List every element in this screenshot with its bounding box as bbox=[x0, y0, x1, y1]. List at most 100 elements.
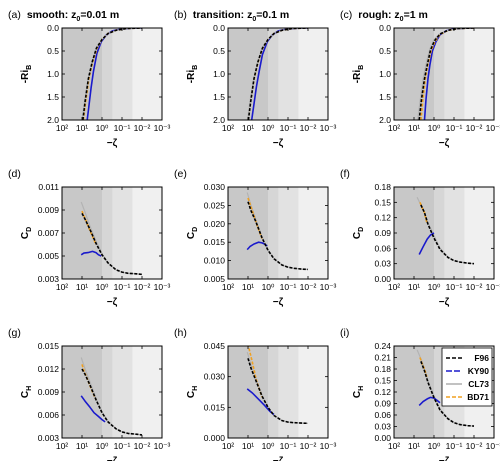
y-tick-label: 0.0 bbox=[379, 23, 391, 33]
legend-box bbox=[441, 347, 493, 407]
series-group bbox=[416, 349, 475, 427]
background-band-4 bbox=[132, 346, 162, 438]
y-tick-label: 0.015 bbox=[204, 402, 226, 412]
panel-letter: (g) bbox=[8, 327, 21, 339]
background-band-2 bbox=[434, 187, 445, 279]
series-line-ky90 bbox=[418, 232, 435, 255]
series-line-cl73 bbox=[80, 357, 143, 436]
background-band-4 bbox=[298, 346, 328, 438]
x-tick-label: 10¹ bbox=[242, 123, 254, 133]
x-tick-label: 10⁻³ bbox=[154, 282, 171, 292]
x-tick-label: 10¹ bbox=[408, 282, 420, 292]
x-tick-label: 10⁻¹ bbox=[446, 441, 463, 451]
y-axis-title-sub: D bbox=[26, 227, 33, 232]
x-tick-label: 10¹ bbox=[76, 282, 88, 292]
x-tick-label: 10² bbox=[56, 282, 68, 292]
series-group bbox=[247, 28, 309, 120]
y-tick-label: 0.020 bbox=[204, 219, 226, 229]
y-axis-title-sub: H bbox=[26, 386, 33, 391]
series-line-f96 bbox=[81, 213, 143, 276]
series-line-ky90 bbox=[80, 250, 102, 257]
y-axis-title-sub: H bbox=[192, 386, 199, 391]
x-tick-label: 10¹ bbox=[76, 123, 88, 133]
y-tick-label: 0.0 bbox=[47, 23, 59, 33]
y-tick-label: 0.03 bbox=[374, 259, 391, 269]
x-tick-label: 10⁻¹ bbox=[280, 441, 297, 451]
x-tick-label: 10⁻¹ bbox=[446, 123, 463, 133]
y-tick-label: 0.025 bbox=[204, 200, 226, 210]
y-tick-label: 0.007 bbox=[38, 228, 60, 238]
y-tick-label: 1.0 bbox=[379, 69, 391, 79]
plot-frame bbox=[227, 345, 329, 439]
background-band-3 bbox=[112, 346, 133, 438]
background-band-4 bbox=[298, 187, 328, 279]
y-axis-title-main: -Ri bbox=[352, 70, 363, 84]
series-group bbox=[80, 357, 143, 436]
x-tick-label: 10⁻² bbox=[300, 441, 317, 451]
x-tick-label: 10⁰ bbox=[96, 282, 109, 292]
panel-title-sub: 0 bbox=[76, 16, 80, 23]
panel-letter: (c) bbox=[340, 9, 352, 21]
y-axis-title: CH bbox=[20, 386, 33, 398]
x-tick-label: 10⁻² bbox=[466, 441, 483, 451]
x-tick-label: 10⁻³ bbox=[486, 123, 500, 133]
y-axis-title-sub: B bbox=[26, 65, 33, 70]
x-tick-label: 10⁻² bbox=[300, 282, 317, 292]
panel-letter: (f) bbox=[340, 168, 350, 180]
x-tick-label: 10⁻³ bbox=[320, 282, 337, 292]
background-band-2 bbox=[102, 346, 113, 438]
y-tick-label: 0.5 bbox=[213, 46, 225, 56]
panel-title-text: rough: z bbox=[358, 9, 399, 21]
series-line-f96 bbox=[247, 28, 309, 120]
panel-title-post: =0.1 m bbox=[256, 9, 289, 21]
x-tick-label: 10⁻¹ bbox=[114, 123, 131, 133]
panel-title-text: transition: z bbox=[193, 9, 253, 21]
series-line-f96 bbox=[82, 28, 143, 120]
x-tick-label: 10¹ bbox=[408, 441, 420, 451]
x-tick-label: 10² bbox=[222, 282, 234, 292]
x-tick-label: 10² bbox=[388, 282, 400, 292]
y-axis-title-main: C bbox=[352, 391, 363, 398]
y-axis-title-main: -Ri bbox=[186, 70, 197, 84]
y-tick-label: 0.00 bbox=[374, 433, 391, 443]
y-tick-label: 0.015 bbox=[204, 237, 226, 247]
x-axis-title: −ζ bbox=[107, 297, 118, 308]
legend-label-ky90: KY90 bbox=[468, 366, 490, 376]
x-tick-label: 10⁻³ bbox=[154, 123, 171, 133]
x-tick-label: 10⁻³ bbox=[320, 123, 337, 133]
x-axis-title: −ζ bbox=[273, 138, 284, 149]
y-tick-label: 0.005 bbox=[38, 251, 60, 261]
y-axis-title: -RiB bbox=[186, 65, 199, 83]
y-axis-title-sub: H bbox=[358, 386, 365, 391]
background-band-2 bbox=[434, 346, 445, 438]
x-tick-label: 10⁻² bbox=[300, 123, 317, 133]
panel-title: (i) bbox=[340, 327, 349, 339]
background-band-2 bbox=[268, 346, 279, 438]
panel-letter: (b) bbox=[174, 9, 187, 21]
y-axis-title: -RiB bbox=[20, 65, 33, 83]
series-line-f96 bbox=[247, 201, 309, 271]
y-tick-label: 2.0 bbox=[379, 115, 391, 125]
y-axis-title-main: C bbox=[186, 232, 197, 239]
x-tick-label: 10⁻³ bbox=[486, 282, 500, 292]
x-tick-label: 10⁻³ bbox=[486, 441, 500, 451]
panel-letter: (d) bbox=[8, 168, 21, 180]
panel-title: (a) smooth: z0=0.01 m bbox=[8, 9, 119, 23]
x-tick-label: 10² bbox=[388, 441, 400, 451]
y-axis-title: CD bbox=[186, 227, 199, 239]
x-tick-label: 10⁰ bbox=[262, 282, 275, 292]
x-tick-label: 10⁻² bbox=[466, 123, 483, 133]
panel-e: 0.005 0.010 0.015 0.020 0.025 0.030 10² 10¹ 10⁰ 1… bbox=[174, 168, 337, 308]
y-axis-title-sub: D bbox=[358, 227, 365, 232]
series-line-f96 bbox=[420, 361, 475, 427]
y-tick-label: 0.12 bbox=[374, 213, 391, 223]
background-band-4 bbox=[132, 187, 162, 279]
panel-title: (h) bbox=[174, 327, 187, 339]
x-tick-label: 10⁻¹ bbox=[114, 441, 131, 451]
series-group bbox=[80, 201, 143, 276]
y-tick-label: 0.24 bbox=[374, 341, 391, 351]
panel-title: (d) bbox=[8, 168, 21, 180]
x-tick-label: 10¹ bbox=[242, 441, 254, 451]
